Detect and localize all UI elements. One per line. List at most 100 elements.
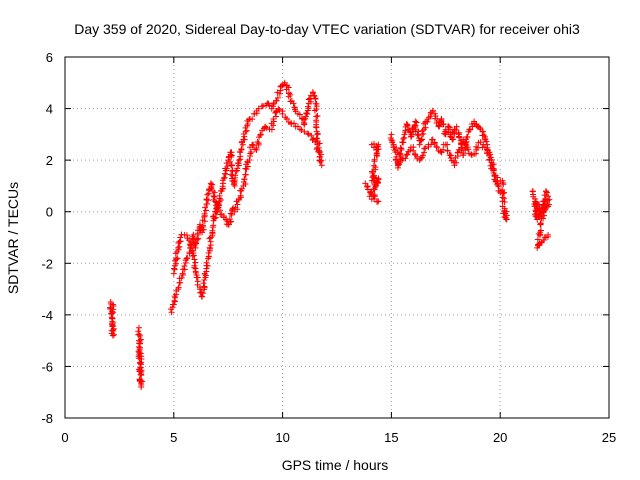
data-point: [255, 105, 262, 112]
x-tick-label: 0: [61, 430, 68, 445]
data-point: [404, 151, 411, 158]
data-point: [460, 136, 467, 143]
data-point: [545, 231, 552, 238]
data-point: [291, 120, 298, 127]
data-point: [453, 123, 460, 130]
data-point: [311, 92, 318, 99]
data-point: [434, 144, 441, 151]
data-point: [305, 131, 312, 138]
data-point: [204, 191, 211, 198]
data-point: [375, 146, 382, 153]
data-point: [232, 172, 239, 179]
data-point: [253, 144, 260, 151]
data-point: [410, 147, 417, 154]
data-point: [257, 132, 264, 139]
data-point: [537, 221, 544, 228]
data-point: [455, 133, 462, 140]
data-point: [318, 162, 325, 169]
y-tick-label: -2: [41, 256, 53, 271]
data-point: [255, 140, 262, 147]
data-point: [242, 171, 249, 178]
data-point: [136, 359, 143, 366]
y-tick-label: 6: [46, 50, 53, 65]
data-point: [370, 195, 377, 202]
data-point: [235, 160, 242, 167]
data-point: [109, 320, 116, 327]
data-point: [435, 123, 442, 130]
data-point: [228, 162, 235, 169]
data-point: [444, 141, 451, 148]
data-point: [178, 275, 185, 282]
data-point: [247, 150, 254, 157]
data-point: [202, 204, 209, 211]
data-point: [371, 192, 378, 199]
data-point: [388, 136, 395, 143]
data-point: [288, 121, 295, 128]
grid: [65, 57, 609, 418]
x-tick-label: 5: [170, 430, 177, 445]
data-point: [109, 315, 116, 322]
chart-title: Day 359 of 2020, Sidereal Day-to-day VTE…: [74, 21, 580, 37]
data-point: [422, 124, 429, 131]
data-point: [176, 243, 183, 250]
y-axis-ticks: -8 -6 -4 -2 0 2 4 6: [41, 50, 609, 426]
data-point: [536, 232, 543, 239]
y-tick-label: 2: [46, 153, 53, 168]
data-point: [436, 122, 443, 129]
data-point: [311, 107, 318, 114]
data-point: [202, 207, 209, 214]
data-point: [415, 132, 422, 139]
data-point: [181, 263, 188, 270]
data-point: [313, 135, 320, 142]
data-point: [367, 189, 374, 196]
data-point: [283, 115, 290, 122]
data-point: [403, 121, 410, 128]
data-point: [227, 210, 234, 217]
data-point: [191, 256, 198, 263]
data-point: [211, 193, 218, 200]
data-point: [210, 213, 217, 220]
data-point: [417, 155, 424, 162]
data-point: [419, 152, 426, 159]
data-point: [371, 158, 378, 165]
data-point: [192, 269, 199, 276]
data-point: [482, 135, 489, 142]
data-point: [244, 121, 251, 128]
data-point: [187, 242, 194, 249]
data-point: [200, 222, 207, 229]
data-point: [188, 242, 195, 249]
data-point: [223, 165, 230, 172]
data-point: [228, 153, 235, 160]
data-point: [203, 259, 210, 266]
x-tick-label: 15: [384, 430, 398, 445]
data-point: [201, 218, 208, 225]
data-point: [308, 132, 315, 139]
data-point: [534, 216, 541, 223]
data-point: [278, 83, 285, 90]
data-point: [534, 236, 541, 243]
data-point: [241, 176, 248, 183]
data-point: [109, 321, 116, 328]
data-point: [397, 153, 404, 160]
data-point: [183, 232, 190, 239]
data-point: [270, 122, 277, 129]
data-point: [536, 205, 543, 212]
y-tick-label: -4: [41, 308, 53, 323]
data-point: [266, 102, 273, 109]
data-point: [424, 118, 431, 125]
data-point: [439, 121, 446, 128]
data-point: [237, 192, 244, 199]
data-point: [453, 159, 460, 166]
data-point: [296, 111, 303, 118]
data-point: [203, 196, 210, 203]
data-point: [109, 327, 116, 334]
data-point: [398, 145, 405, 152]
data-point: [270, 118, 277, 125]
data-point: [501, 208, 508, 215]
data-point: [447, 151, 454, 158]
data-point: [199, 290, 206, 297]
data-point: [172, 294, 179, 301]
data-point: [542, 195, 549, 202]
y-tick-label: 4: [46, 102, 53, 117]
